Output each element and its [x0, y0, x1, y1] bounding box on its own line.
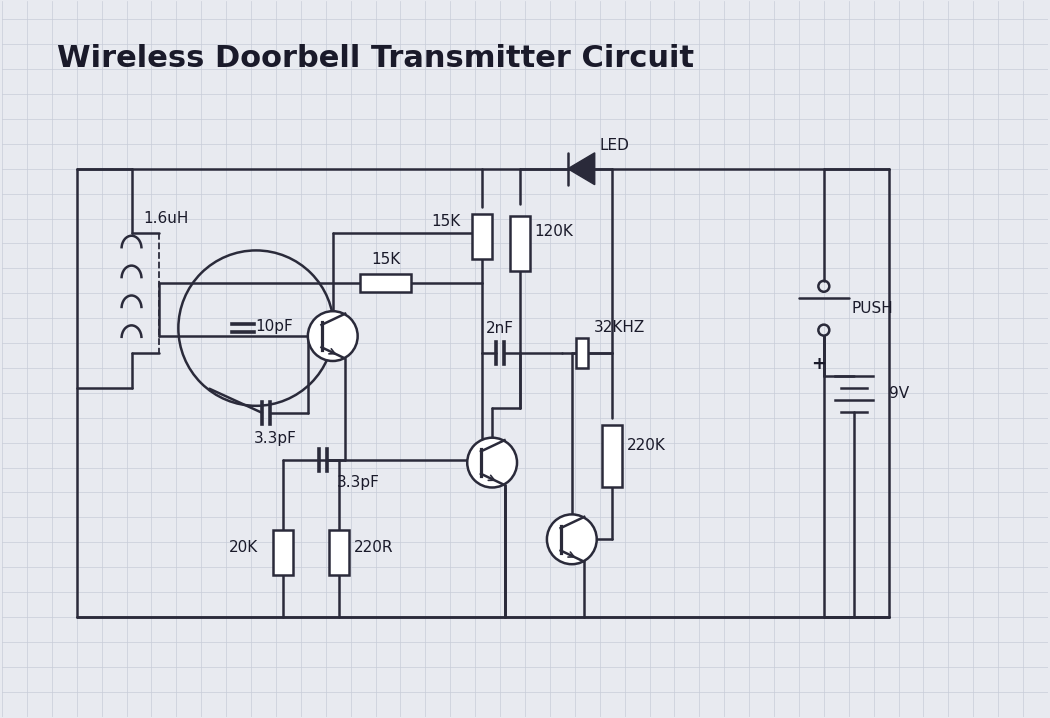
Polygon shape	[568, 153, 594, 185]
Text: Wireless Doorbell Transmitter Circuit: Wireless Doorbell Transmitter Circuit	[57, 45, 694, 73]
Text: 32KHZ: 32KHZ	[593, 320, 645, 335]
Text: +: +	[812, 355, 826, 373]
Bar	[360, 274, 412, 292]
Bar	[329, 530, 349, 574]
Circle shape	[308, 311, 358, 361]
Circle shape	[467, 438, 517, 488]
Text: 2nF: 2nF	[486, 321, 514, 336]
Text: 120K: 120K	[534, 223, 573, 238]
Bar	[602, 425, 622, 487]
Bar	[472, 214, 492, 259]
Text: 1.6uH: 1.6uH	[144, 210, 189, 225]
Circle shape	[547, 514, 596, 564]
Text: 15K: 15K	[430, 213, 460, 228]
Text: 3.3pF: 3.3pF	[337, 475, 380, 490]
Text: 3.3pF: 3.3pF	[254, 431, 297, 446]
Text: 220R: 220R	[354, 540, 393, 555]
Text: LED: LED	[600, 138, 630, 153]
Text: 220K: 220K	[627, 438, 666, 453]
Text: 9V: 9V	[888, 386, 908, 401]
Text: 20K: 20K	[229, 540, 258, 555]
Text: PUSH: PUSH	[852, 301, 894, 316]
Bar	[575, 338, 588, 368]
Bar	[510, 216, 530, 271]
Bar	[273, 530, 293, 574]
Text: 15K: 15K	[371, 252, 400, 267]
Text: 10pF: 10pF	[255, 319, 293, 334]
